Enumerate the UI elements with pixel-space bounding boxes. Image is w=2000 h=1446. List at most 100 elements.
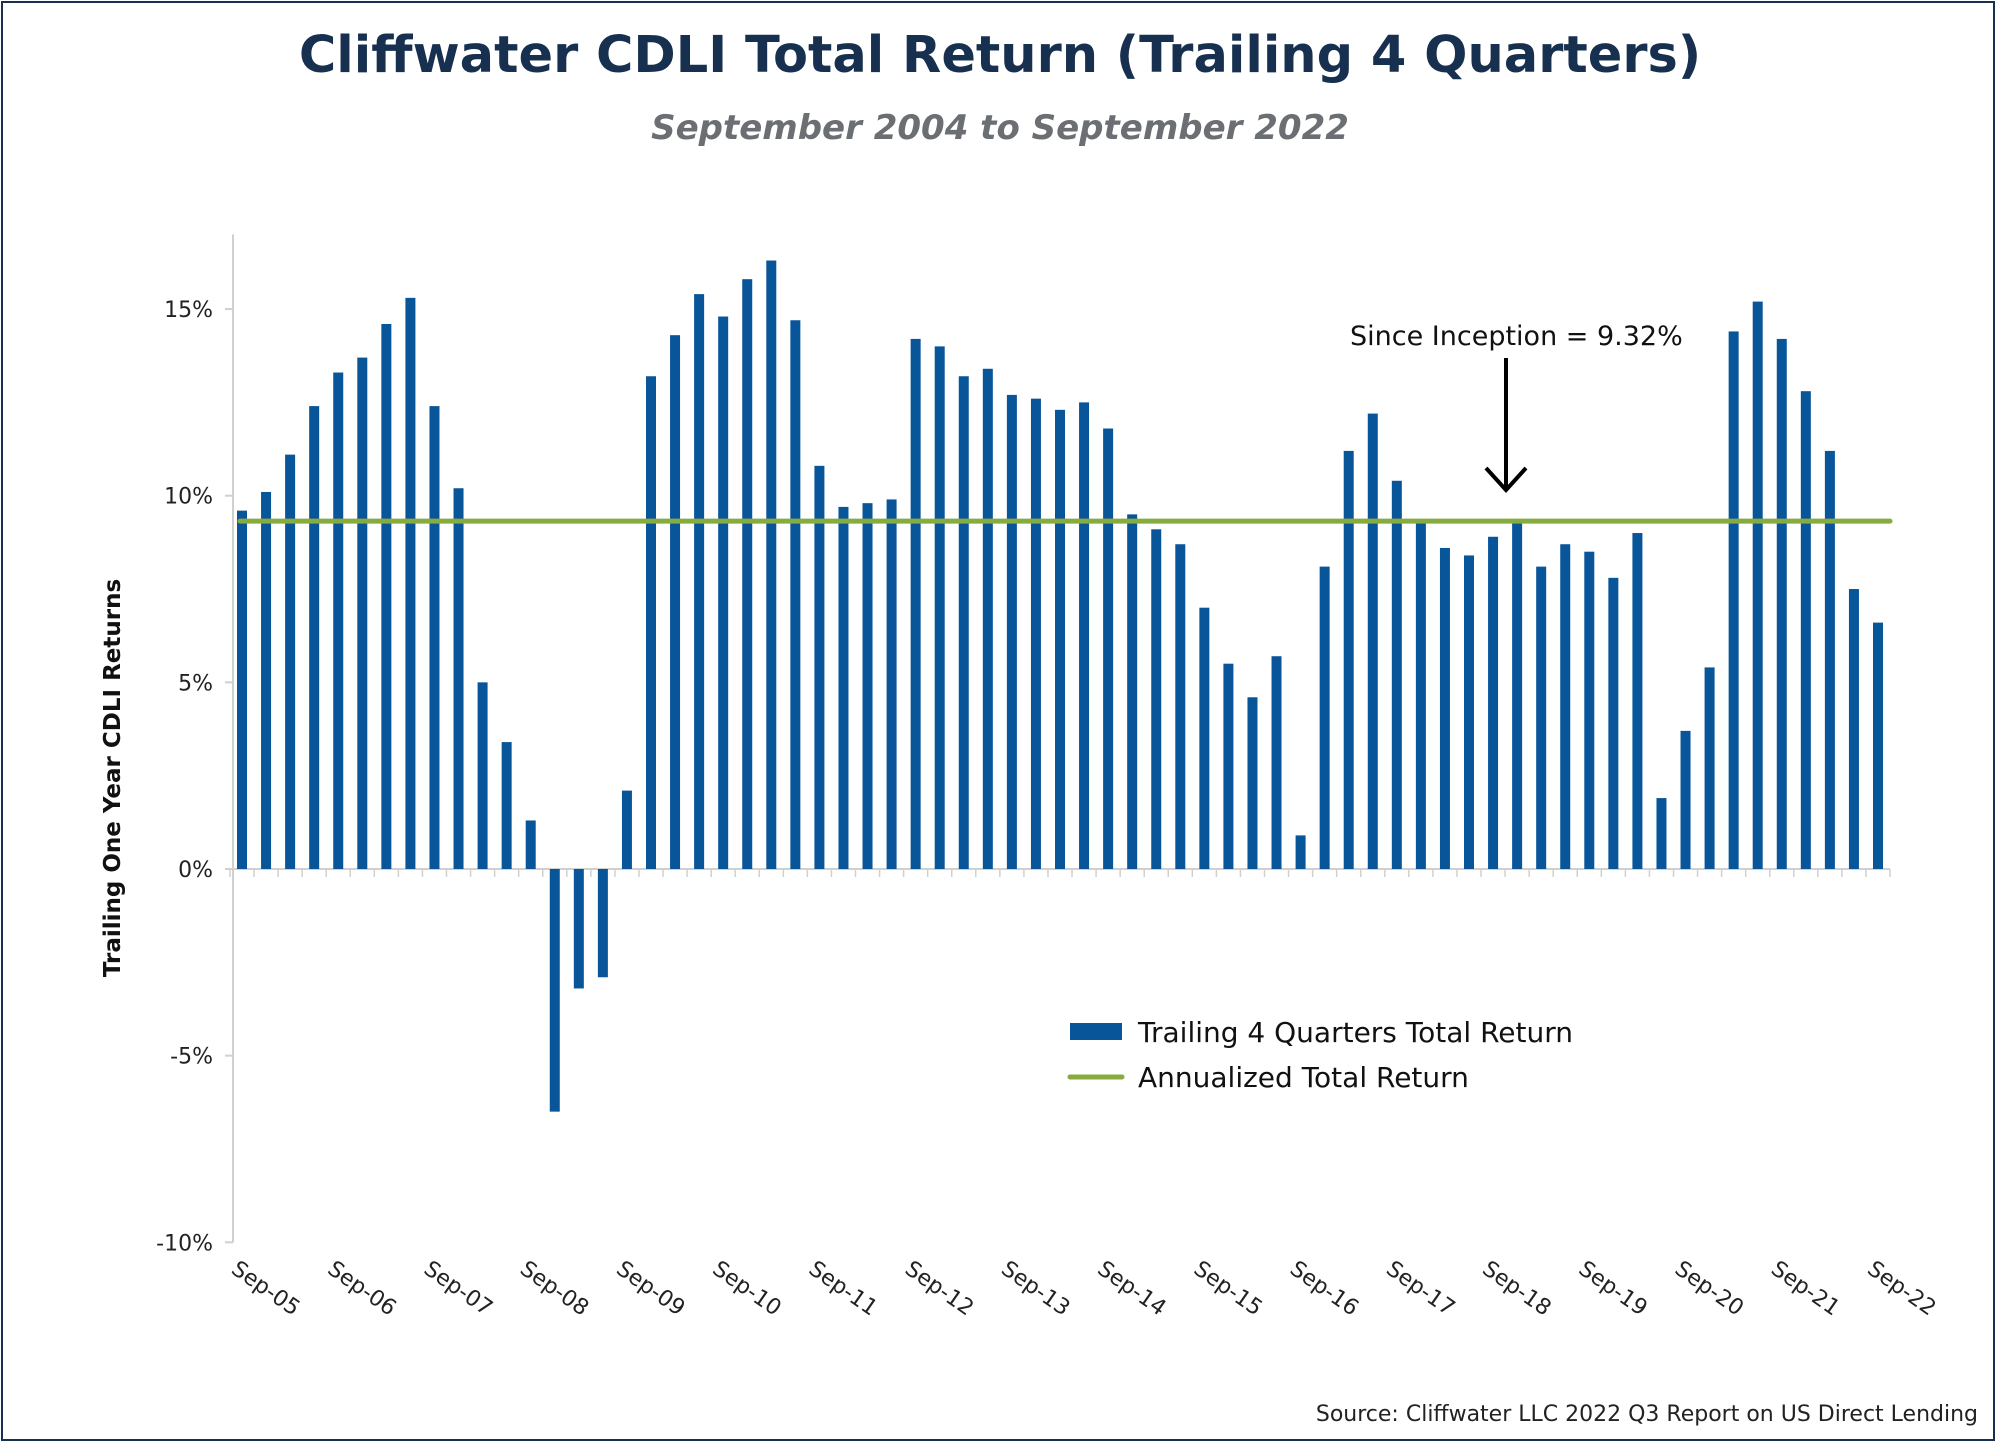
x-tick-label: Sep-13 [996, 1256, 1074, 1321]
bar [1656, 798, 1667, 869]
bar [718, 316, 729, 869]
bar [1103, 428, 1114, 869]
bar [1319, 566, 1330, 869]
bar [934, 346, 945, 869]
x-tick-label: Sep-17 [1381, 1256, 1459, 1321]
x-tick-label: Sep-16 [1285, 1256, 1363, 1321]
x-tick-label: Sep-21 [1766, 1256, 1844, 1321]
bar [742, 279, 753, 869]
y-tick-label: 0% [178, 858, 213, 883]
legend-label-bars: Trailing 4 Quarters Total Return [1137, 1016, 1573, 1049]
x-tick-label: Sep-10 [708, 1256, 786, 1321]
bar [1873, 622, 1883, 869]
bar [1127, 514, 1138, 869]
annotation-text: Since Inception = 9.32% [1350, 321, 1683, 352]
bar [453, 488, 464, 869]
x-tick-label: Sep-05 [227, 1256, 305, 1321]
bar [1223, 663, 1234, 869]
bar [1367, 413, 1378, 869]
source-note: Source: Cliffwater LLC 2022 Q3 Report on… [1315, 1402, 1978, 1427]
bar [1848, 589, 1859, 869]
bar [1343, 450, 1354, 869]
bar [1632, 533, 1643, 869]
bar [1800, 391, 1811, 869]
bar [670, 335, 681, 869]
bar [766, 260, 777, 869]
bar [525, 820, 536, 869]
bar [1560, 544, 1571, 869]
bar [285, 454, 296, 869]
bar [1439, 547, 1450, 869]
x-tick-label: Sep-18 [1478, 1256, 1556, 1321]
bar [838, 506, 849, 869]
bar [573, 869, 584, 989]
bar [261, 491, 272, 869]
x-tick-label: Sep-09 [611, 1256, 689, 1321]
y-tick-label: 15% [164, 298, 213, 323]
bar [1199, 607, 1210, 869]
bar [1488, 536, 1499, 869]
bar [1175, 544, 1186, 869]
bar [357, 357, 368, 869]
legend: Trailing 4 Quarters Total Return Annuali… [1067, 1016, 1573, 1094]
x-tick-label: Sep-15 [1189, 1256, 1267, 1321]
x-tick-label: Sep-12 [900, 1256, 978, 1321]
bar [1704, 667, 1715, 869]
bar [1030, 398, 1041, 869]
bar [1391, 480, 1402, 869]
chart-subtitle: September 2004 to September 2022 [651, 108, 1349, 148]
bar [1151, 529, 1162, 869]
y-tick-label: 10% [164, 485, 213, 510]
bar [790, 320, 801, 869]
bar [1536, 566, 1547, 869]
bar [1824, 450, 1835, 869]
x-tick-label: Sep-14 [1093, 1256, 1171, 1321]
bar [1512, 521, 1523, 869]
bar [1055, 409, 1065, 869]
x-tick-label: Sep-22 [1863, 1256, 1941, 1321]
bar [237, 510, 247, 869]
legend-label-line: Annualized Total Return [1138, 1061, 1469, 1094]
bar [405, 297, 416, 869]
bar [1295, 835, 1306, 869]
bar [1006, 394, 1017, 869]
bar [501, 742, 512, 869]
bar [309, 406, 320, 869]
bar [814, 465, 825, 869]
bar [910, 338, 921, 869]
bar [381, 323, 392, 869]
bar [1247, 697, 1258, 869]
bar [982, 368, 993, 869]
annotation-arrow-icon [1484, 358, 1528, 493]
bar [886, 499, 897, 869]
bar [1464, 555, 1474, 869]
bar [1752, 301, 1763, 870]
y-tick-label: 5% [178, 671, 213, 696]
bar [1271, 656, 1282, 869]
y-tick-label: -5% [170, 1045, 213, 1070]
legend-swatch-bars [1070, 1023, 1122, 1040]
y-axis-label: Trailing One Year CDLI Returns [100, 579, 126, 977]
bar [1415, 521, 1426, 869]
bar [477, 682, 488, 869]
x-tick-label: Sep-08 [515, 1256, 593, 1321]
bar [1584, 551, 1595, 869]
bar [597, 869, 608, 978]
bar [646, 376, 656, 869]
bar [1776, 338, 1787, 869]
bar [429, 406, 440, 869]
x-tick-label: Sep-06 [323, 1256, 401, 1321]
bar [621, 790, 632, 869]
bar [1079, 402, 1090, 869]
bar [1680, 730, 1691, 869]
chart-title: Cliffwater CDLI Total Return (Trailing 4… [298, 26, 1702, 85]
bar [549, 869, 560, 1112]
y-tick-label: -10% [156, 1231, 213, 1256]
bar [862, 503, 873, 869]
x-tick-label: Sep-20 [1670, 1256, 1748, 1321]
bar [333, 372, 344, 869]
x-tick-label: Sep-07 [419, 1256, 497, 1321]
bar [694, 294, 705, 869]
x-tick-label: Sep-19 [1574, 1256, 1652, 1321]
